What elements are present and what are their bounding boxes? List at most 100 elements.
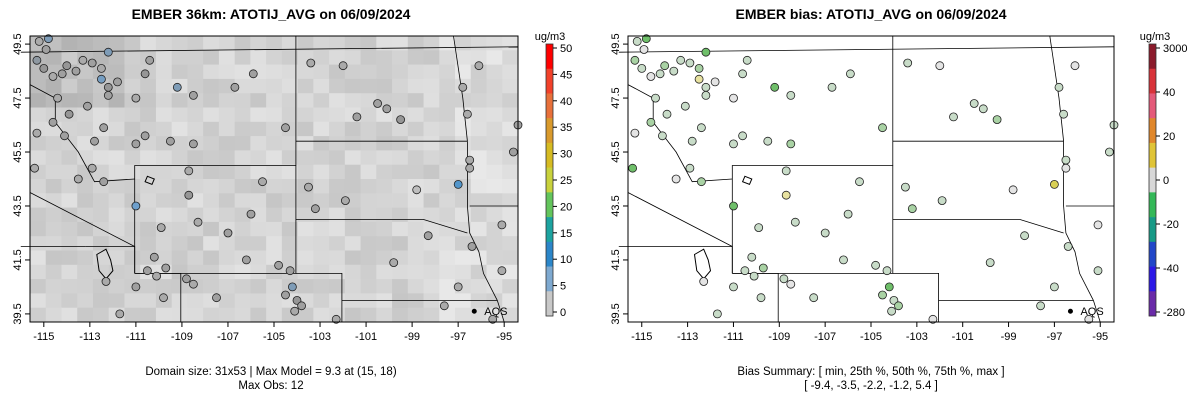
- grid-cell: [61, 236, 78, 251]
- grid-cell: [140, 279, 157, 294]
- y-tick-label: 39.5: [12, 303, 24, 324]
- grid-cell: [140, 207, 157, 223]
- grid-cell: [187, 107, 204, 123]
- grid-cell: [439, 179, 456, 194]
- grid-cell: [439, 121, 456, 137]
- grid-cell: [281, 193, 299, 208]
- grid-cell: [203, 264, 220, 280]
- grid-cell: [281, 164, 299, 180]
- station-marker: [878, 290, 887, 300]
- station-marker: [39, 64, 49, 73]
- station-marker: [131, 93, 141, 103]
- y-tick-label: 45.5: [610, 141, 622, 162]
- grid-cell: [392, 221, 409, 237]
- station-marker: [781, 190, 791, 200]
- grid-cell: [266, 64, 283, 80]
- grid-cell: [203, 250, 220, 266]
- station-marker: [53, 93, 62, 103]
- grid-cell: [407, 164, 424, 180]
- grid-cell: [218, 279, 236, 294]
- grid-cell: [470, 36, 487, 51]
- grid-cell: [30, 78, 47, 94]
- grid-cell: [344, 264, 361, 280]
- grid-cell: [218, 50, 236, 65]
- station-marker: [60, 131, 69, 141]
- station-marker: [412, 185, 422, 195]
- station-marker: [729, 139, 738, 149]
- grid-cell: [470, 207, 487, 223]
- station-marker: [338, 61, 348, 71]
- station-marker: [697, 177, 706, 187]
- colorbar-tick-label: 5: [560, 281, 566, 293]
- station-marker: [871, 260, 880, 270]
- grid-cell: [439, 50, 456, 65]
- station-marker: [1036, 301, 1045, 311]
- grid-cell: [77, 236, 94, 251]
- grid-cell: [360, 193, 377, 208]
- grid-cell: [250, 93, 267, 108]
- colorbar-tick-label: 20: [560, 201, 572, 213]
- grid-cell: [171, 221, 188, 237]
- x-tick-label: -97: [1046, 331, 1062, 343]
- station-marker: [809, 293, 819, 303]
- station-marker: [697, 123, 706, 133]
- max-obs: Max Obs: 12: [238, 380, 303, 392]
- grid-cell: [234, 264, 251, 280]
- station-marker: [87, 58, 97, 68]
- grid-cell: [61, 207, 78, 223]
- grid-cell: [45, 107, 62, 123]
- station-marker: [382, 104, 392, 114]
- grid-cell: [155, 107, 173, 123]
- grid-cell: [155, 164, 173, 180]
- grid-cell: [108, 179, 125, 194]
- grid-cell: [171, 207, 188, 223]
- grid-cell: [344, 250, 361, 266]
- station-marker: [30, 163, 39, 173]
- station-marker: [62, 61, 72, 71]
- grid-cell: [61, 50, 78, 65]
- grid-cell: [266, 93, 283, 108]
- grid-cell: [234, 121, 251, 137]
- grid-cell: [329, 264, 346, 280]
- station-marker: [935, 61, 945, 71]
- station-marker: [685, 58, 695, 68]
- grid-cell: [155, 78, 173, 94]
- station-marker: [669, 66, 679, 76]
- grid-cell: [108, 236, 125, 251]
- station-marker: [676, 55, 686, 65]
- grid-cell: [297, 136, 314, 151]
- station-marker: [639, 45, 649, 54]
- station-marker: [887, 306, 896, 316]
- grid-cell: [171, 279, 188, 294]
- grid-cell: [281, 93, 299, 108]
- grid-cell: [234, 293, 251, 309]
- grid-cell: [171, 107, 188, 123]
- grid-cell: [439, 78, 456, 94]
- station-marker: [992, 115, 1002, 124]
- grid-cell: [455, 50, 472, 65]
- y-tick-label: 43.5: [610, 195, 622, 216]
- grid-cell: [423, 150, 440, 166]
- station-marker: [747, 252, 757, 262]
- station-marker: [78, 55, 88, 65]
- domain-summary: Domain size: 31x53 | Max Model = 9.3 at …: [145, 366, 396, 378]
- grid-cell: [108, 93, 125, 108]
- grid-cell: [234, 107, 251, 123]
- grid-cell: [218, 293, 236, 309]
- grid-cell: [234, 164, 251, 180]
- grid-cell: [329, 93, 346, 108]
- grid-cell: [45, 179, 62, 194]
- state-borders: [20, 35, 519, 323]
- grid-cell: [124, 250, 141, 266]
- bias-panel: EMBER bias: ATOTIJ_AVG on 06/09/2024 AQS…: [610, 6, 1187, 392]
- grid-cell: [77, 179, 94, 194]
- grid-cell: [187, 236, 204, 251]
- grid-cell: [486, 136, 503, 151]
- grid-cell: [486, 93, 503, 108]
- grid-cell: [313, 50, 330, 65]
- grid-cell: [376, 136, 393, 151]
- station-marker: [258, 177, 267, 187]
- grid-cell: [108, 193, 125, 208]
- grid-cell: [486, 236, 503, 251]
- station-marker: [389, 258, 399, 268]
